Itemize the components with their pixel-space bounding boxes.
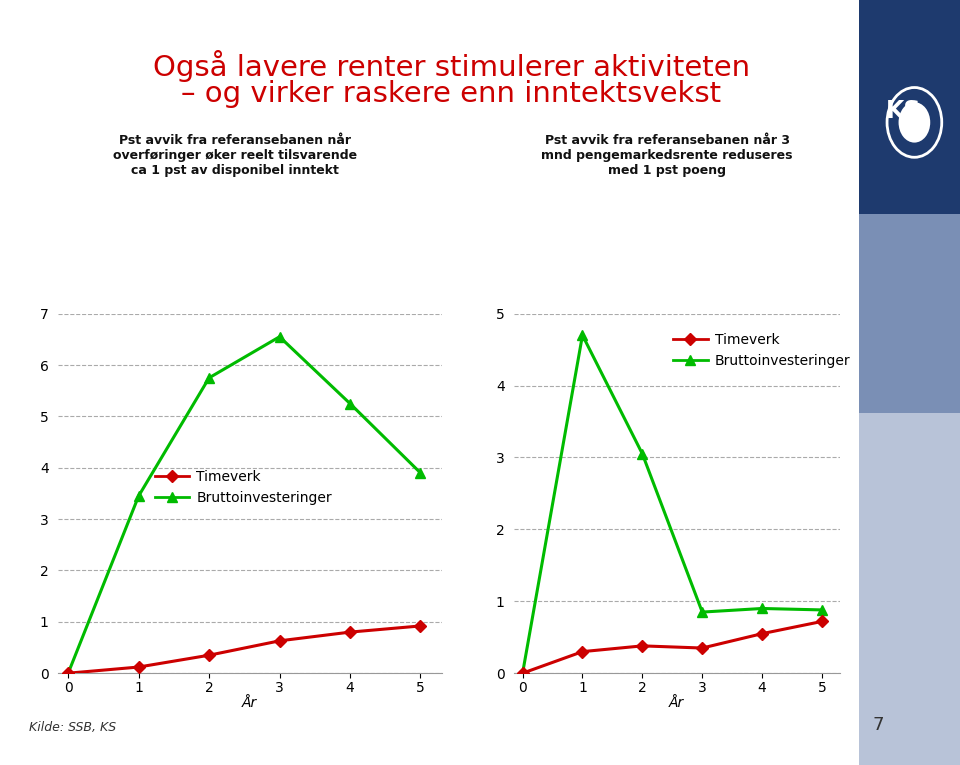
Text: Også lavere renter stimulerer aktiviteten: Også lavere renter stimulerer aktivitete…: [153, 50, 750, 82]
X-axis label: År: År: [242, 696, 257, 710]
Legend: Timeverk, Bruttoinvesteringer: Timeverk, Bruttoinvesteringer: [149, 464, 337, 510]
Text: Pst avvik fra referansebanen når
overføringer øker reelt tilsvarende
ca 1 pst av: Pst avvik fra referansebanen når overfør…: [113, 134, 357, 177]
Text: – og virker raskere enn inntektsvekst: – og virker raskere enn inntektsvekst: [181, 80, 721, 109]
Text: Pst avvik fra referansebanen når 3
mnd pengemarkedsrente reduseres
med 1 pst poe: Pst avvik fra referansebanen når 3 mnd p…: [541, 134, 793, 177]
Legend: Timeverk, Bruttoinvesteringer: Timeverk, Bruttoinvesteringer: [667, 327, 855, 374]
X-axis label: År: År: [669, 696, 684, 710]
Text: KS: KS: [886, 99, 922, 123]
Circle shape: [899, 103, 930, 142]
Text: 7: 7: [873, 716, 884, 734]
Text: Kilde: SSB, KS: Kilde: SSB, KS: [29, 721, 116, 734]
